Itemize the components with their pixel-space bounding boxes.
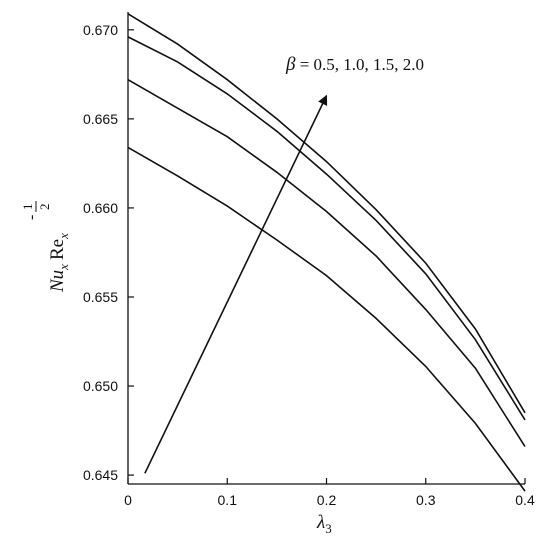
svg-text:NuxRex: NuxRex xyxy=(47,233,71,293)
beta-symbol: β xyxy=(285,54,296,75)
beta-values: = 0.5, 1.0, 1.5, 2.0 xyxy=(295,55,424,74)
x-axis-ticks: 0 0.1 0.2 0.3 0.4 xyxy=(124,478,535,508)
x-tick-label: 0.3 xyxy=(416,492,436,508)
y-axis-label: NuxRex - 1 2 xyxy=(20,201,71,293)
svg-text:1: 1 xyxy=(20,204,35,211)
y-axis-ticks: 0.645 0.650 0.655 0.660 0.665 0.670 xyxy=(83,22,134,483)
y-tick-label: 0.665 xyxy=(83,111,118,127)
data-series xyxy=(127,13,526,492)
y-tick-label: 0.670 xyxy=(83,22,118,38)
svg-text:-: - xyxy=(23,215,40,220)
y-tick-label: 0.655 xyxy=(83,289,118,305)
series-line-1 xyxy=(127,146,526,492)
y-tick-label: 0.660 xyxy=(83,200,118,216)
trend-arrow xyxy=(144,94,328,474)
x-tick-label: 0.2 xyxy=(317,492,337,508)
beta-annotation: β = 0.5, 1.0, 1.5, 2.0 xyxy=(285,54,424,75)
x-tick-label: 0 xyxy=(124,492,132,508)
series-line-3 xyxy=(127,36,526,421)
x-tick-label: 0.4 xyxy=(515,492,535,508)
y-tick-label: 0.645 xyxy=(83,467,118,483)
svg-text:2: 2 xyxy=(37,204,52,211)
series-line-2 xyxy=(127,79,526,448)
series-line-4 xyxy=(127,13,526,414)
x-axis-label: λ3 xyxy=(316,512,332,536)
x-tick-label: 0.1 xyxy=(218,492,238,508)
y-tick-label: 0.650 xyxy=(83,378,118,394)
